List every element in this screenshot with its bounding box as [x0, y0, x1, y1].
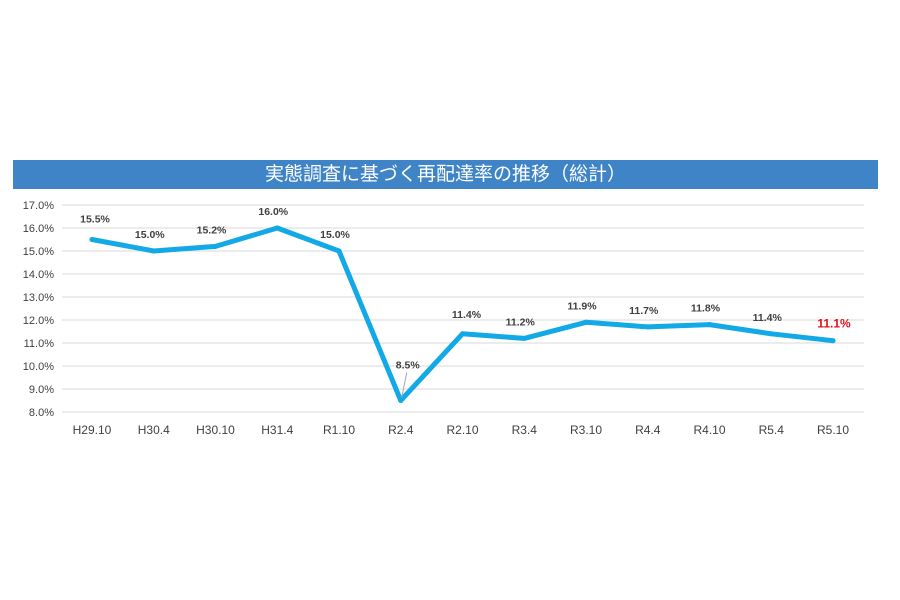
x-tick-label: H31.4 [261, 423, 293, 437]
data-point [521, 335, 527, 341]
data-point [274, 225, 280, 231]
y-tick-label: 11.0% [24, 338, 55, 350]
data-point [213, 243, 218, 249]
y-tick-label: 15.0% [23, 246, 54, 258]
chart-title: 実態調査に基づく再配達率の推移（総計） [13, 160, 878, 189]
data-point [830, 338, 836, 344]
x-tick-label: H29.10 [73, 423, 112, 437]
y-tick-label: 17.0% [23, 200, 54, 212]
x-tick-label: R3.10 [570, 423, 602, 437]
data-label: 11.9% [567, 300, 597, 312]
x-tick-label: H30.10 [196, 423, 235, 437]
y-tick-label: 10.0% [23, 361, 54, 373]
data-point [583, 319, 589, 325]
data-point [707, 322, 712, 328]
data-point [89, 237, 95, 242]
x-tick-label: R3.4 [512, 423, 538, 437]
x-tick-label: R1.10 [323, 423, 355, 437]
data-label: 15.5% [80, 214, 110, 226]
y-tick-label: 16.0% [23, 223, 54, 235]
data-label: 11.8% [691, 303, 721, 315]
x-tick-label: R2.10 [446, 423, 478, 437]
data-label: 8.5% [396, 360, 421, 372]
data-point [398, 398, 404, 403]
y-tick-label: 12.0% [23, 315, 54, 327]
y-tick-label: 8.0% [29, 407, 54, 419]
data-label: 11.4% [452, 309, 482, 321]
data-label: 16.0% [258, 206, 288, 218]
x-tick-label: R4.4 [635, 423, 661, 437]
y-tick-label: 14.0% [23, 269, 54, 281]
data-label: 11.4% [753, 312, 783, 324]
y-tick-label: 9.0% [29, 384, 54, 396]
data-point [645, 324, 651, 330]
x-tick-label: R5.4 [759, 423, 785, 437]
data-point [151, 248, 157, 254]
data-label: 11.7% [629, 305, 659, 317]
data-label: 15.0% [320, 229, 350, 241]
x-tick-label: R2.4 [388, 423, 414, 437]
data-point [768, 331, 774, 337]
x-tick-label: R5.10 [817, 423, 849, 437]
data-point [460, 331, 465, 337]
data-label: 15.0% [135, 229, 165, 241]
x-tick-label: R4.10 [693, 423, 725, 437]
data-label: 11.1% [817, 317, 851, 331]
data-point [336, 248, 342, 254]
y-tick-label: 13.0% [23, 292, 54, 304]
data-label: 15.2% [197, 224, 227, 236]
data-label: 11.2% [506, 316, 536, 328]
x-tick-label: H30.4 [138, 423, 170, 437]
leader-line [401, 372, 408, 398]
